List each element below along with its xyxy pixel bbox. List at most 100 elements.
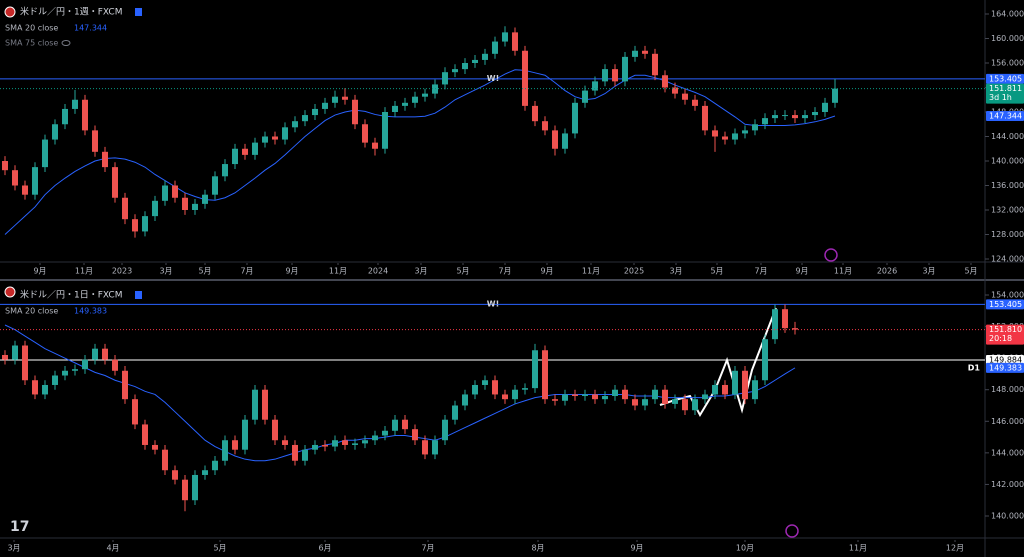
candle-body <box>532 350 538 389</box>
candle-body <box>752 380 758 400</box>
candle-body <box>152 444 158 450</box>
candle-body <box>202 470 208 475</box>
event-icon[interactable] <box>824 248 838 262</box>
symbol-title[interactable]: 米ドル／円・1日・FXCM <box>20 289 122 301</box>
candle-body <box>672 87 678 94</box>
flag-marker[interactable] <box>135 8 142 16</box>
candle-body <box>262 389 268 420</box>
candle-body <box>742 130 748 134</box>
sma-label-box <box>986 362 1024 373</box>
candle-body <box>242 419 248 450</box>
candle-body <box>592 81 598 91</box>
tv-logo[interactable]: 17 <box>10 519 29 535</box>
candle-body <box>672 399 678 404</box>
price-label: 149.884 <box>989 355 1022 364</box>
candle-body <box>442 419 448 441</box>
indicator-name: SMA 20 close <box>5 307 58 316</box>
line-label: W! <box>487 299 499 308</box>
candle-body <box>22 185 28 195</box>
candle-body <box>572 394 578 397</box>
candle-body <box>72 99 78 109</box>
x-tick-label: 3月 <box>159 267 172 276</box>
current-price-box <box>986 324 1024 345</box>
sma-line <box>4 69 836 235</box>
candle-body <box>652 53 658 76</box>
candle-body <box>62 108 68 125</box>
candle-body <box>292 121 298 128</box>
countdown: 20:18 <box>989 334 1012 343</box>
candle-body <box>722 136 728 140</box>
candle-body <box>132 399 138 425</box>
x-tick-label: 5月 <box>710 267 723 276</box>
candle-body <box>162 449 168 471</box>
x-tick-label: 12月 <box>946 544 964 553</box>
candle-body <box>512 32 518 51</box>
x-tick-label: 7月 <box>421 544 434 553</box>
candle-body <box>402 102 408 106</box>
candle-body <box>322 444 328 447</box>
y-tick-label: 144.000 <box>991 132 1024 141</box>
candle-body <box>682 93 688 100</box>
candle-body <box>442 72 448 85</box>
y-tick-label: 164.000 <box>991 10 1024 19</box>
x-tick-label: 9月 <box>795 267 808 276</box>
candle-body <box>692 99 698 106</box>
x-tick-label: 6月 <box>318 544 331 553</box>
candle-body <box>492 41 498 54</box>
symbol-flag <box>4 286 16 298</box>
candle-body <box>732 133 738 140</box>
y-tick-label: 154.000 <box>991 291 1024 300</box>
candle-body <box>542 350 548 400</box>
candle-body <box>362 440 368 444</box>
candle-body <box>202 194 208 204</box>
x-tick-label: 3月 <box>669 267 682 276</box>
candle-body <box>372 435 378 441</box>
candle-body <box>302 115 308 122</box>
candle-body <box>192 203 198 210</box>
y-tick-label: 148.000 <box>991 385 1024 394</box>
candle-body <box>822 102 828 112</box>
candle-body <box>482 380 488 385</box>
candle-body <box>662 389 668 404</box>
symbol-title[interactable]: 米ドル／円・1週・FXCM <box>20 6 122 18</box>
candle-body <box>452 405 458 420</box>
candle-body <box>102 151 108 168</box>
indicator-name[interactable]: SMA 75 close <box>5 39 58 48</box>
event-icon[interactable] <box>785 524 799 538</box>
candle-body <box>782 309 788 329</box>
candle-body <box>22 345 28 381</box>
x-tick-label: 10月 <box>736 544 754 553</box>
candle-body <box>542 121 548 131</box>
candle-body <box>552 399 558 401</box>
candle-body <box>212 176 218 195</box>
candle-body <box>252 142 258 155</box>
flag-marker[interactable] <box>135 291 142 299</box>
candle-body <box>292 444 298 461</box>
candle-body <box>392 419 398 431</box>
candle-body <box>172 185 178 198</box>
x-tick-label: 3月 <box>922 267 935 276</box>
candle-body <box>562 394 568 401</box>
candle-body <box>462 63 468 70</box>
y-tick-label: 124.000 <box>991 255 1024 264</box>
price-axis: 164.000160.000156.000152.000148.000144.0… <box>985 10 1024 264</box>
price-label-box <box>986 299 1024 310</box>
current-price: 151.811 <box>989 84 1022 93</box>
x-tick-label: 3月 <box>414 267 427 276</box>
x-tick-label: 11月 <box>582 267 600 276</box>
candle-body <box>602 396 608 400</box>
candle-body <box>702 394 708 400</box>
candle-body <box>222 440 228 461</box>
candle-body <box>252 389 258 420</box>
candle-body <box>2 161 8 171</box>
candle-body <box>602 69 608 82</box>
candle-body <box>762 118 768 125</box>
line-label: D1 <box>968 363 981 372</box>
candle-body <box>272 419 278 441</box>
symbol-flag <box>4 6 16 18</box>
candle-body <box>192 474 198 501</box>
y-tick-label: 146.000 <box>991 417 1024 426</box>
visibility-icon[interactable] <box>61 40 71 46</box>
candle-body <box>402 419 408 430</box>
